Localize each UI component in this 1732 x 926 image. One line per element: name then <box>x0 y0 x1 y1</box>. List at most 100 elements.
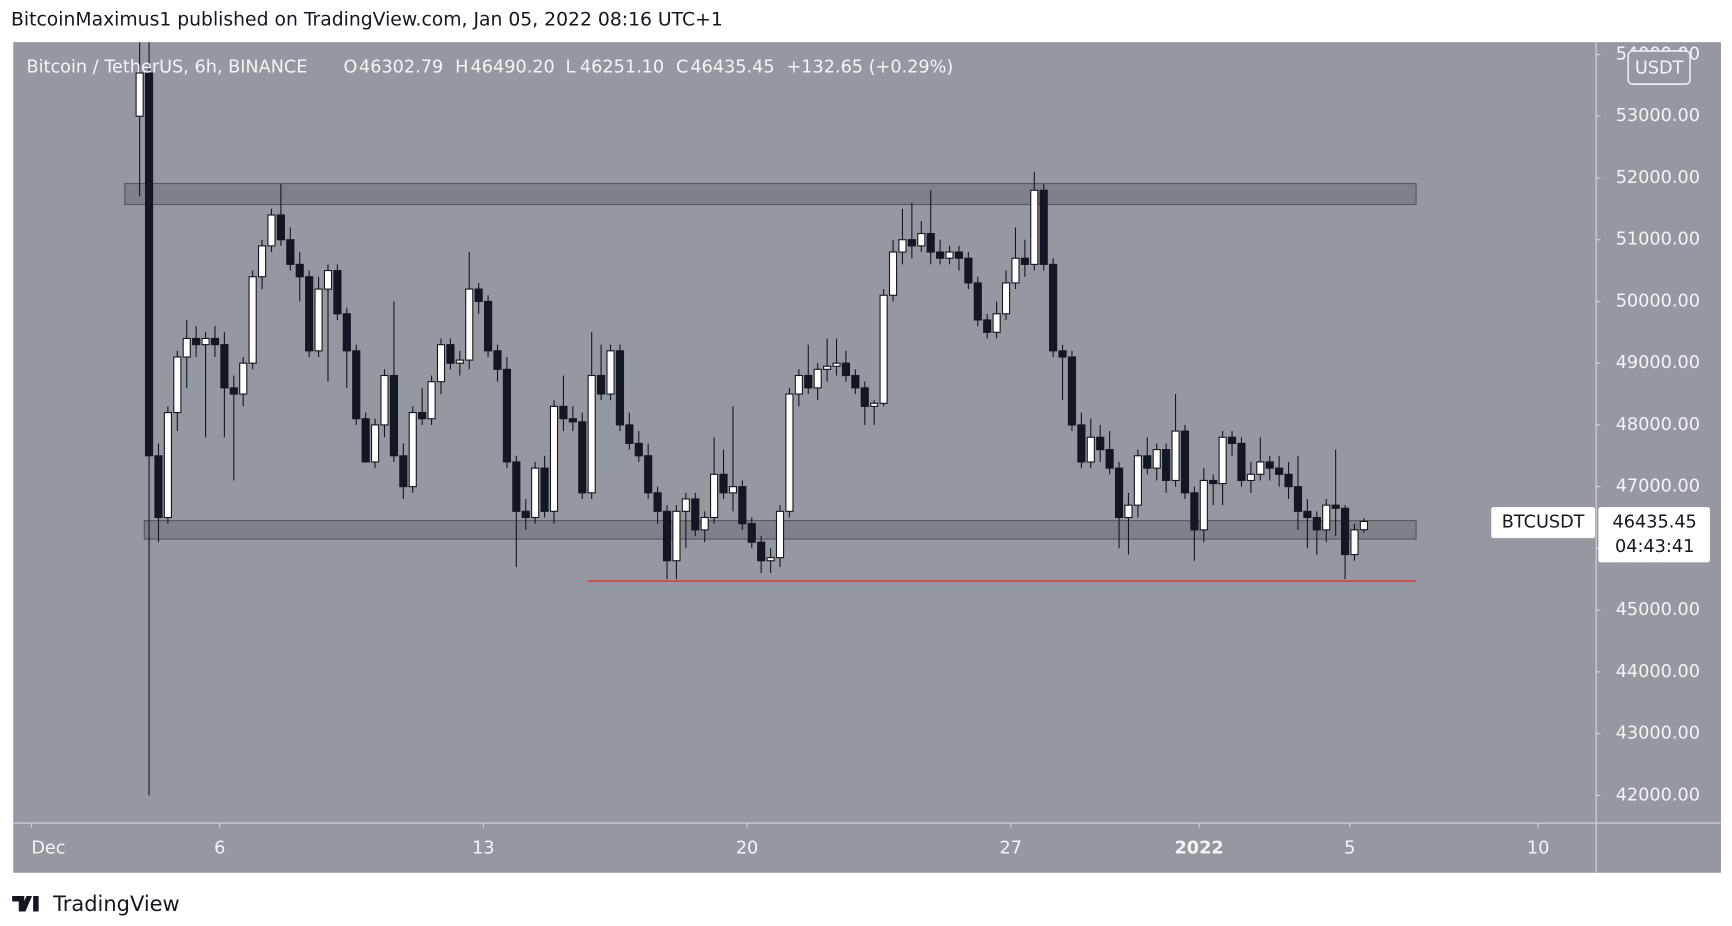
candle-body <box>512 461 521 512</box>
candle-body <box>380 374 389 426</box>
candle-body <box>465 288 474 361</box>
symbol-tag-box <box>1491 507 1596 539</box>
currency-button[interactable]: USDT <box>1627 50 1691 85</box>
candle-body <box>192 337 201 346</box>
candle-body <box>248 276 257 364</box>
candle-body <box>229 387 238 395</box>
y-tick-label: 43000.00 <box>1616 724 1700 744</box>
candle-body <box>841 362 851 377</box>
candle-body <box>898 239 907 253</box>
candle-body <box>352 350 361 420</box>
x-tick-label: 5 <box>1344 839 1355 859</box>
y-tick-label: 53000.00 <box>1616 106 1700 126</box>
candle-body <box>173 356 182 414</box>
candle-body <box>1303 510 1312 519</box>
candle-body <box>1199 479 1208 531</box>
candle-body <box>1105 449 1114 469</box>
candle-body <box>917 232 926 247</box>
candle-body <box>333 270 342 315</box>
candle-body <box>681 498 690 512</box>
legend-value: 46251.10 <box>580 58 664 78</box>
candle-body <box>474 288 483 302</box>
y-tick-label: 47000.00 <box>1616 477 1700 497</box>
candle-body <box>276 214 285 241</box>
candle-body <box>644 455 653 494</box>
logo-mark <box>12 896 39 912</box>
y-tick-label: 42000.00 <box>1616 785 1700 805</box>
currency-box[interactable] <box>1627 50 1691 85</box>
legend-change: +132.65 (+0.29%) <box>786 58 953 78</box>
candle-body <box>1049 263 1058 352</box>
candle-body <box>738 486 747 525</box>
legend-key: H <box>455 58 468 78</box>
candle-body <box>531 467 540 519</box>
candle-body <box>587 374 596 494</box>
candle-body <box>1020 257 1029 265</box>
candle-body <box>945 251 954 259</box>
candle-body <box>314 288 323 352</box>
candle-body <box>408 412 417 488</box>
candle-body <box>502 368 512 463</box>
y-tick-label: 45000.00 <box>1616 600 1700 620</box>
candle-body <box>1152 449 1161 469</box>
currency-label[interactable]: USDT <box>1635 59 1684 79</box>
candle-body <box>719 473 728 494</box>
candle-body <box>540 467 549 512</box>
candle-body <box>1162 449 1171 482</box>
candle-body <box>1350 529 1359 556</box>
candle-body <box>549 405 559 512</box>
candle-body <box>936 251 945 259</box>
candle-body <box>1237 442 1246 482</box>
candle-body <box>342 313 351 352</box>
candle-body <box>220 344 229 389</box>
candle-body <box>728 486 738 494</box>
candle-body <box>163 412 172 519</box>
candle-body <box>1067 356 1077 426</box>
brand-logo: TradingView <box>12 892 180 916</box>
legend: Bitcoin / TetherUS, 6h, BINANCE O 46302.… <box>27 58 954 78</box>
candle-body <box>832 362 841 367</box>
candle-body <box>597 374 606 395</box>
candle-body <box>323 270 333 290</box>
candle-body <box>888 251 898 296</box>
candle-body <box>427 381 436 420</box>
candle-body <box>493 350 502 370</box>
candle-body <box>775 510 785 559</box>
candle-body <box>804 374 813 389</box>
legend-value: 46490.20 <box>471 58 555 78</box>
candle-body <box>1143 455 1152 469</box>
candle-body <box>1171 430 1180 482</box>
candle-body <box>578 421 587 494</box>
chart-background <box>13 42 1721 873</box>
candle-body <box>1218 436 1227 485</box>
legend-key: O <box>344 58 358 78</box>
candle-body <box>1124 504 1133 519</box>
candle-body <box>1133 455 1142 506</box>
candle-body <box>1190 492 1199 531</box>
y-tick-label: 49000.00 <box>1616 353 1700 373</box>
candle-body <box>973 282 982 321</box>
candle-body <box>1030 189 1039 265</box>
legend-symbol: Bitcoin / TetherUS, 6h, BINANCE <box>27 58 308 78</box>
candle-body <box>907 239 916 247</box>
y-tick-label: 50000.00 <box>1616 291 1700 311</box>
candle-body <box>559 405 568 420</box>
candle-body <box>766 557 775 562</box>
legend-key: C <box>676 58 688 78</box>
candle-body <box>1265 461 1274 469</box>
candle-body <box>521 510 530 519</box>
candle-body <box>625 424 634 444</box>
x-tick-label: 2022 <box>1175 839 1224 859</box>
candle-body <box>794 374 803 395</box>
candle-body <box>992 313 1001 333</box>
x-tick-label: 6 <box>214 839 225 859</box>
candle-body <box>700 516 709 531</box>
brand-name: TradingView <box>52 892 180 916</box>
candle-body <box>653 492 662 512</box>
candle-body <box>1331 504 1340 509</box>
y-tick-label: 52000.00 <box>1616 168 1700 188</box>
x-tick-label: 20 <box>736 839 758 859</box>
candle-body <box>1058 350 1067 358</box>
candle-body <box>436 344 446 383</box>
